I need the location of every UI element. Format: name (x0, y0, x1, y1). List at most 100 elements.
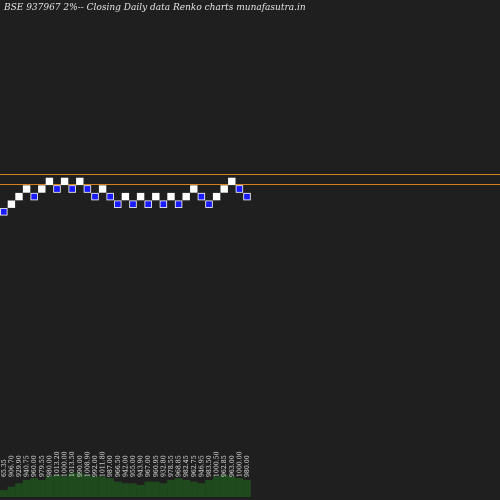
brick-3-up (22, 185, 31, 193)
volume-bar-0 (0, 490, 8, 497)
x-label-7: 1013.20 (54, 451, 61, 477)
volume-bar-12 (91, 476, 99, 497)
x-label-28: 1000.50 (214, 451, 221, 477)
brick-15-down (114, 200, 122, 208)
x-label-0: 65.35 (1, 459, 8, 477)
x-label-12: 992.00 (92, 455, 99, 477)
x-label-16: 942.00 (122, 455, 129, 477)
x-label-18: 943.90 (138, 455, 145, 477)
x-label-19: 967.00 (145, 455, 152, 477)
brick-9-down (68, 185, 76, 193)
brick-22-up (167, 192, 175, 201)
x-label-32: 980.00 (244, 455, 251, 477)
brick-25-up (190, 185, 198, 193)
brick-21-down (159, 200, 168, 208)
brick-5-up (38, 185, 46, 193)
brick-14-down (106, 192, 114, 201)
volume-bar-29 (220, 474, 228, 497)
renko-bricks (0, 177, 251, 216)
brick-1-up (7, 200, 16, 208)
volume-bar-26 (197, 483, 206, 497)
brick-20-up (152, 192, 160, 201)
x-label-9: 1013.50 (69, 451, 76, 477)
volume-bar-10 (76, 473, 84, 497)
volume-bar-19 (144, 481, 152, 497)
x-label-4: 960.00 (31, 455, 38, 477)
volume-bar-22 (167, 479, 175, 497)
x-label-25: 962.75 (191, 455, 198, 477)
volume-bar-7 (53, 474, 61, 497)
x-label-10: 990.00 (77, 455, 84, 477)
x-label-27: 983.50 (206, 455, 213, 477)
chart-title: BSE 937967 2%-- Closing Daily data Renko… (3, 3, 306, 13)
volume-bar-28 (212, 476, 221, 497)
brick-0-down (0, 208, 8, 216)
volume-bar-11 (83, 474, 92, 497)
volume-bar-4 (30, 478, 38, 497)
volume-bar-18 (136, 485, 145, 497)
brick-17-down (129, 200, 137, 208)
volume-bar-6 (45, 476, 54, 497)
volume-bars (0, 473, 251, 497)
x-label-6: 980.00 (46, 455, 53, 477)
x-label-24: 982.45 (183, 455, 190, 477)
volume-bar-2 (15, 483, 23, 497)
volume-bar-31 (235, 478, 244, 497)
volume-bar-16 (121, 483, 130, 497)
x-label-5: 979.55 (39, 455, 46, 477)
x-label-3: 940.75 (24, 455, 31, 477)
brick-26-down (197, 192, 206, 201)
x-label-2: 929.90 (16, 455, 23, 477)
volume-bar-5 (38, 479, 46, 497)
brick-10-up (76, 177, 84, 186)
volume-bar-25 (190, 481, 198, 497)
brick-32-down (243, 192, 251, 201)
x-label-31: 1000.00 (236, 451, 243, 477)
brick-6-up (45, 177, 54, 186)
x-label-23: 968.85 (176, 455, 183, 477)
volume-bar-15 (114, 481, 122, 497)
volume-bar-14 (106, 478, 114, 497)
brick-8-up (60, 177, 69, 186)
volume-bar-23 (174, 478, 183, 497)
brick-4-down (30, 192, 38, 201)
x-label-1: 906.70 (8, 455, 15, 477)
x-label-20: 960.95 (153, 455, 160, 477)
brick-24-up (182, 192, 190, 201)
volume-bar-32 (243, 479, 251, 497)
brick-13-up (98, 185, 107, 193)
brick-28-up (212, 192, 221, 201)
x-label-21: 932.80 (160, 455, 167, 477)
x-label-15: 966.50 (115, 455, 122, 477)
x-label-26: 946.95 (198, 455, 205, 477)
brick-29-up (220, 185, 228, 193)
brick-31-down (235, 185, 244, 193)
brick-16-up (121, 192, 130, 201)
x-label-29: 962.85 (221, 455, 228, 477)
volume-bar-8 (60, 476, 69, 497)
x-axis-labels: 65.35 906.70 929.90 940.75 960.00 979.55 980.0… (1, 451, 251, 477)
volume-bar-17 (129, 483, 137, 497)
brick-30-up (228, 177, 236, 186)
volume-bar-13 (98, 476, 107, 497)
x-label-30: 963.00 (229, 455, 236, 477)
x-label-14: 987.00 (107, 455, 114, 477)
brick-18-up (136, 192, 145, 201)
volume-bar-20 (152, 481, 160, 497)
brick-12-down (91, 192, 99, 201)
volume-bar-9 (68, 473, 76, 497)
brick-19-down (144, 200, 152, 208)
brick-2-up (15, 192, 23, 201)
volume-bar-1 (7, 486, 16, 497)
x-label-17: 955.00 (130, 455, 137, 477)
brick-27-down (205, 200, 213, 208)
volume-bar-27 (205, 479, 213, 497)
reference-lines (0, 174, 500, 185)
volume-bar-30 (228, 476, 236, 497)
brick-7-down (53, 185, 61, 193)
volume-bar-21 (159, 483, 168, 497)
x-label-8: 1000.00 (62, 451, 69, 477)
x-label-11: 1008.90 (84, 451, 91, 477)
volume-bar-24 (182, 479, 190, 497)
